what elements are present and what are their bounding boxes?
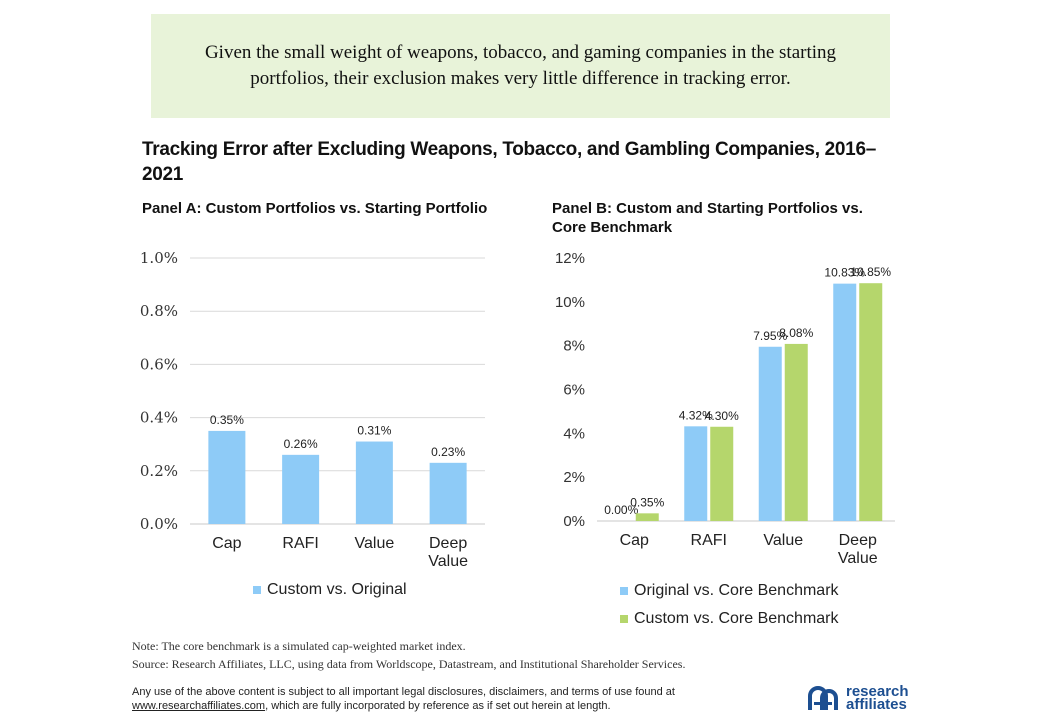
website-link[interactable]: www.researchaffiliates.com <box>132 700 266 712</box>
bar <box>429 462 467 524</box>
y-tick-label: 12% <box>555 250 585 267</box>
panel-a-chart: 0.0% 0.2% 0.4% 0.6% 0.8% 1.0% 0.35% Cap 0.26% RAF… <box>140 249 485 570</box>
data-label: 4.30% <box>705 409 739 423</box>
logo-line-1: research <box>846 683 909 700</box>
disclaimer-text-end: , which are fully incorporated by refere… <box>265 700 611 712</box>
panel-b-title: Panel B: Custom and Starting Portfolios … <box>552 200 863 236</box>
data-label: 0.31% <box>357 424 391 438</box>
x-tick-label: Deep <box>429 535 467 552</box>
callout-box: Given the small weight of weapons, tobac… <box>151 14 890 118</box>
bar <box>635 513 659 521</box>
data-label: 10.85% <box>850 265 891 279</box>
data-label: 7.95% <box>753 329 787 343</box>
bar <box>758 346 782 521</box>
x-tick-label: Cap <box>212 535 241 552</box>
bar <box>859 283 883 521</box>
y-tick-label: 0% <box>563 513 585 530</box>
chart-title: Tracking Error after Excluding Weapons, … <box>142 139 876 185</box>
y-tick-label: 0.8% <box>140 302 178 320</box>
data-label: 4.32% <box>679 408 713 422</box>
bar <box>208 430 246 524</box>
data-label: 0.23% <box>431 445 465 459</box>
legend-swatch-blue <box>253 586 261 594</box>
logo-text: research affiliates <box>846 683 909 713</box>
y-tick-label: 10% <box>555 294 585 311</box>
research-affiliates-logo: research affiliates <box>808 684 909 712</box>
footnote-source: Source: Research Affiliates, LLC, using … <box>132 657 686 671</box>
legend-label: Original vs. Core Benchmark <box>634 582 839 599</box>
y-tick-label: 1.0% <box>140 249 178 267</box>
x-tick-label: Value <box>355 535 395 552</box>
legend-swatch-green <box>620 615 628 623</box>
panel-b-chart: 0% 2% 4% 6% 8% 10% 12% 0.00%0.35% Cap 4.32%4.30% R… <box>555 250 895 567</box>
legend-item-custom-vs-core: Custom vs. Core Benchmark <box>620 610 839 628</box>
bar <box>710 426 734 521</box>
disclaimer-text: Any use of the above content is subject … <box>132 686 675 698</box>
y-tick-label: 0.4% <box>140 409 178 427</box>
legend-swatch-blue <box>620 587 628 595</box>
legal-disclaimer: Any use of the above content is subject … <box>132 685 772 713</box>
y-tick-label: 0.0% <box>140 515 178 533</box>
ra-logo-icon <box>808 686 838 710</box>
data-label: 0.00% <box>604 503 638 517</box>
y-tick-label: 2% <box>563 469 585 486</box>
y-tick-label: 0.6% <box>140 355 178 373</box>
logo-line-2: affiliates <box>846 696 907 713</box>
bar <box>784 343 808 521</box>
y-tick-label: 6% <box>563 382 585 399</box>
legend-item-custom-vs-original: Custom vs. Original <box>253 581 407 599</box>
y-tick-label: 4% <box>563 425 585 442</box>
legend-item-original-vs-core: Original vs. Core Benchmark <box>620 582 839 600</box>
y-tick-label: 8% <box>563 338 585 355</box>
bar <box>282 454 320 524</box>
x-tick-label: RAFI <box>282 535 318 552</box>
x-tick-label: RAFI <box>691 532 727 549</box>
callout-text: Given the small weight of weapons, tobac… <box>204 42 837 89</box>
data-label: 0.26% <box>284 437 318 451</box>
panel-a-title: Panel A: Custom Portfolios vs. Starting … <box>142 200 488 217</box>
bar <box>684 426 708 521</box>
data-label: 8.08% <box>779 326 813 340</box>
bar <box>355 441 393 524</box>
data-label: 0.35% <box>210 413 244 427</box>
footnote-note: Note: The core benchmark is a simulated … <box>132 639 466 653</box>
y-tick-label: 0.2% <box>140 462 178 480</box>
bar <box>833 283 857 521</box>
data-label: 10.83% <box>824 266 865 280</box>
x-tick-label: Value <box>763 532 803 549</box>
x-tick-label: Cap <box>620 532 649 549</box>
legend-label: Custom vs. Original <box>267 581 407 598</box>
x-tick-label: Deep <box>839 532 877 549</box>
legend-label: Custom vs. Core Benchmark <box>634 610 839 627</box>
data-label: 0.35% <box>630 495 664 509</box>
x-tick-label: Value <box>838 550 878 567</box>
x-tick-label: Value <box>428 553 468 570</box>
